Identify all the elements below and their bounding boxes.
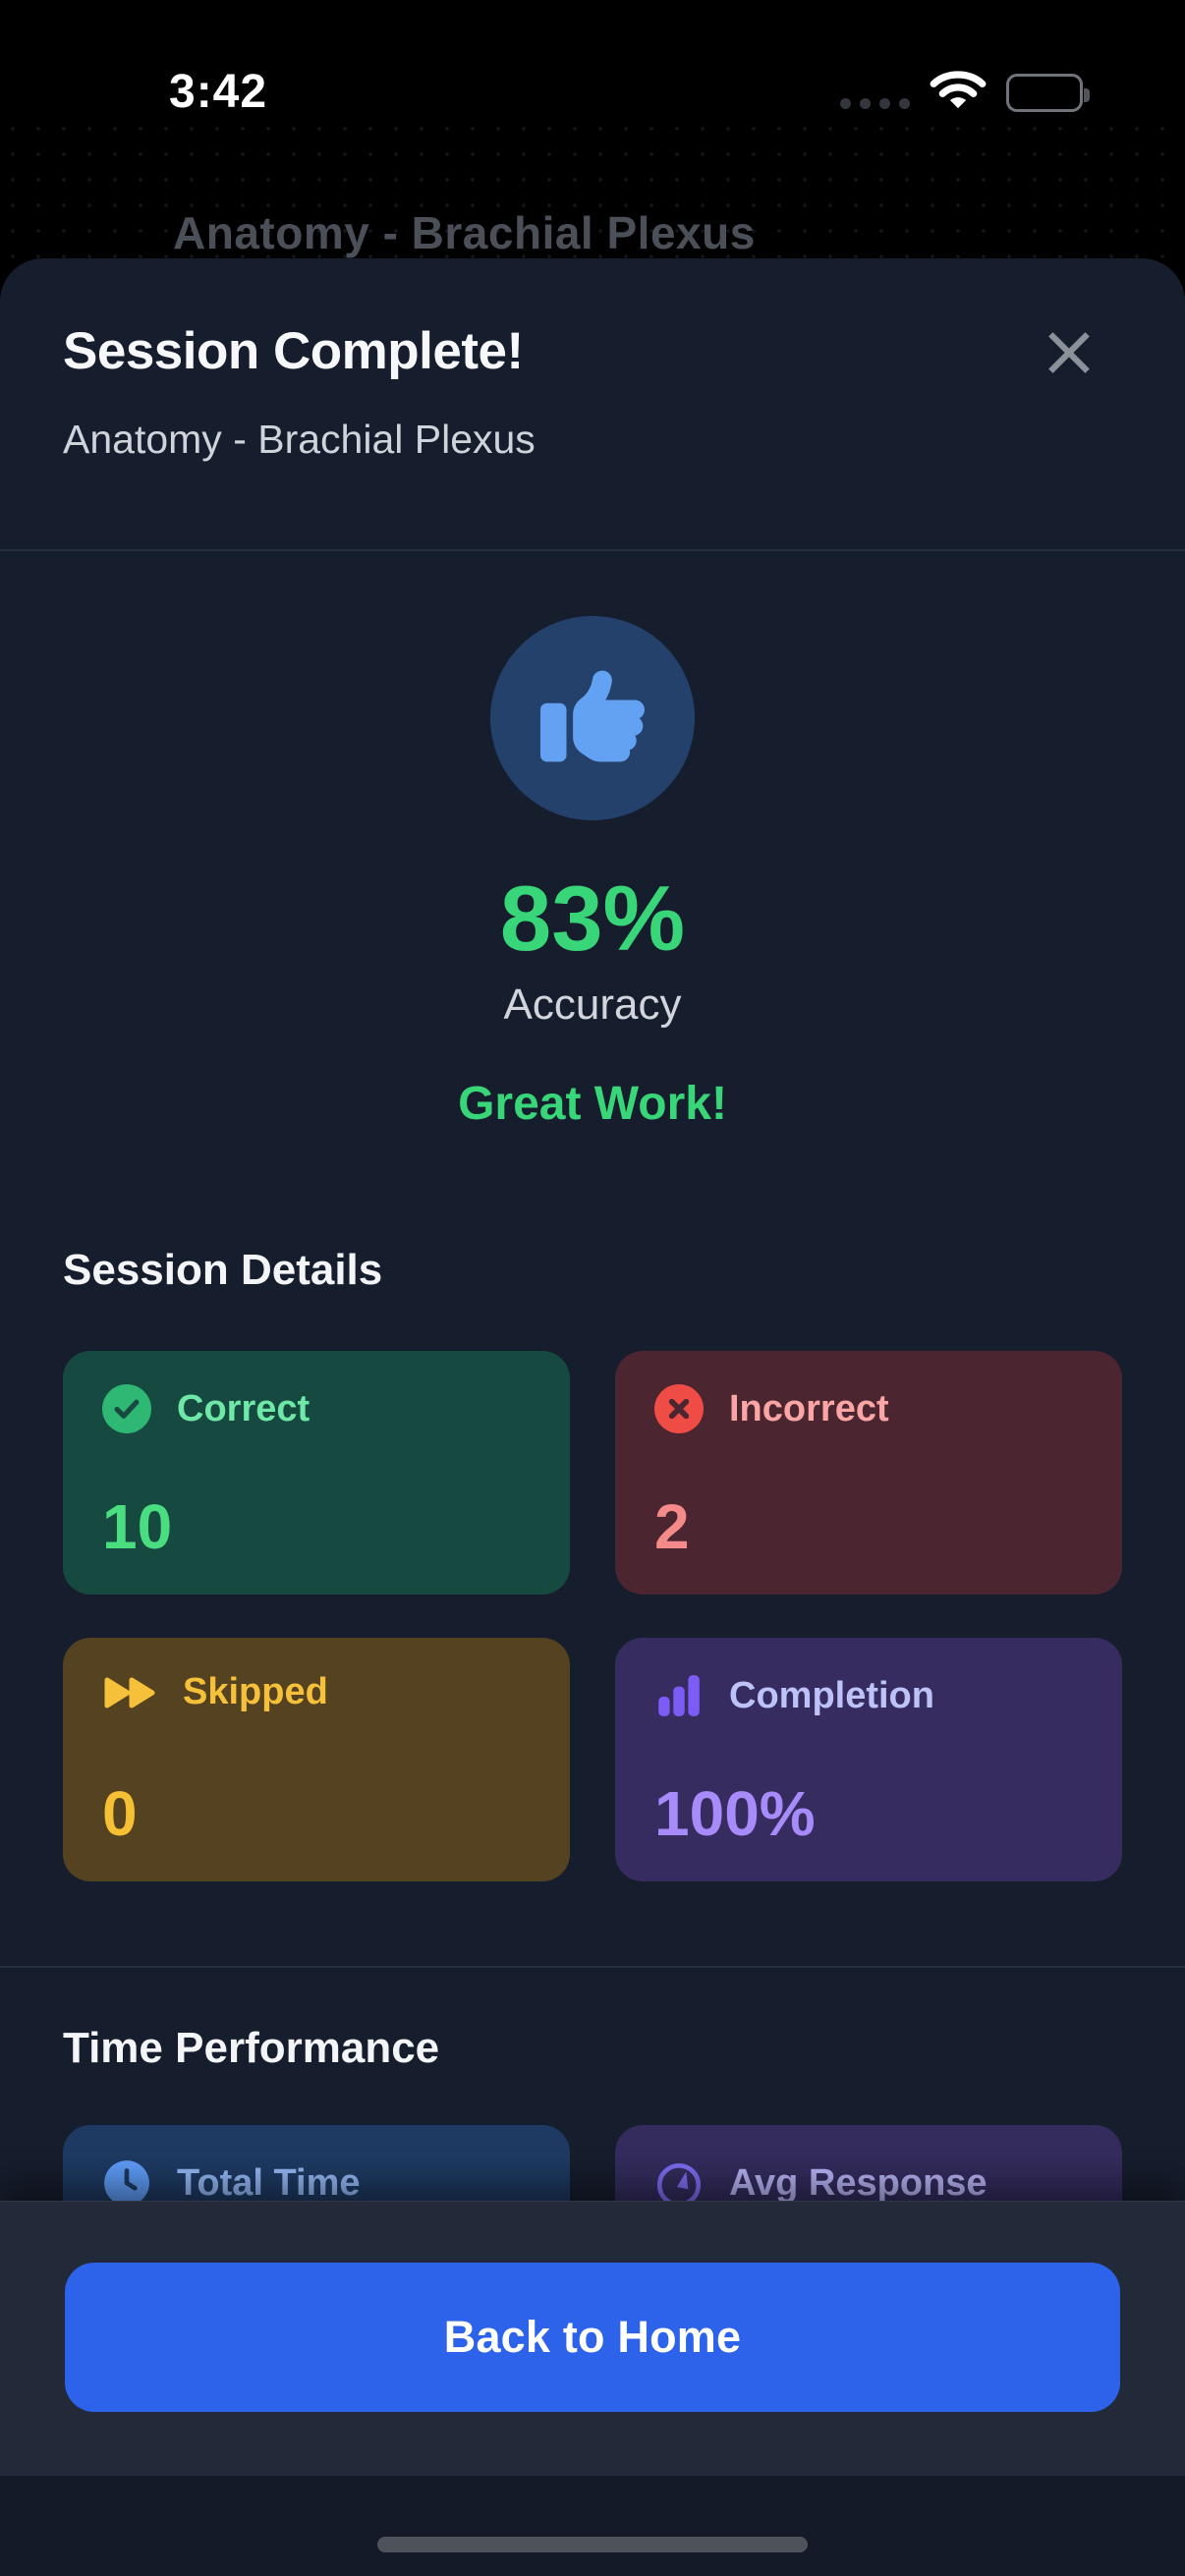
battery-icon xyxy=(1006,73,1090,112)
close-button[interactable] xyxy=(1042,325,1097,380)
home-indicator[interactable] xyxy=(377,2537,808,2552)
fast-forward-icon xyxy=(102,1672,157,1713)
bottom-action-bar: Back to Home xyxy=(0,2201,1185,2476)
stat-card-incorrect: Incorrect 2 xyxy=(615,1351,1122,1595)
session-details-section: Session Details Correct 10 xyxy=(0,1245,1185,1881)
status-bar: 3:42 xyxy=(0,0,1185,128)
stat-card-label: Avg Response xyxy=(729,2161,988,2204)
x-circle-icon xyxy=(654,1384,704,1433)
stat-card-label: Skipped xyxy=(183,1671,328,1712)
sheet-title: Session Complete! xyxy=(63,322,524,380)
stat-card-completion: Completion 100% xyxy=(615,1638,1122,1881)
back-to-home-button[interactable]: Back to Home xyxy=(65,2263,1120,2412)
stat-card-value: 10 xyxy=(102,1491,173,1562)
accuracy-hero: 83% Accuracy Great Work! xyxy=(0,616,1185,1131)
sheet-subtitle: Anatomy - Brachial Plexus xyxy=(63,417,536,462)
stat-card-correct: Correct 10 xyxy=(63,1351,570,1595)
stat-card-label: Total Time xyxy=(177,2161,361,2204)
stat-card-value: 100% xyxy=(654,1778,816,1849)
stat-card-skipped: Skipped 0 xyxy=(63,1638,570,1881)
background-screen-title: Anatomy - Brachial Plexus xyxy=(173,207,756,258)
status-bar-time: 3:42 xyxy=(169,66,268,118)
stat-card-value: 0 xyxy=(102,1778,138,1849)
sheet-header: Session Complete! Anatomy - Brachial Ple… xyxy=(0,258,1185,551)
cellular-signal-dots-icon xyxy=(840,98,910,109)
bar-chart-icon xyxy=(654,1671,704,1720)
check-circle-icon xyxy=(102,1384,151,1433)
status-bar-icons xyxy=(840,70,1090,116)
dimmed-backdrop-pattern xyxy=(0,116,1185,263)
thumbs-up-badge xyxy=(490,616,695,820)
stat-card-label: Correct xyxy=(177,1387,310,1429)
wifi-icon xyxy=(930,70,987,116)
accuracy-value: 83% xyxy=(499,867,686,970)
clock-icon xyxy=(102,2158,151,2208)
section-divider xyxy=(0,1966,1185,1968)
time-performance-heading: Time Performance xyxy=(63,2024,440,2072)
stat-card-label: Incorrect xyxy=(729,1387,889,1429)
battery-cap xyxy=(1084,87,1090,102)
session-details-heading: Session Details xyxy=(63,1246,383,1294)
thumbs-up-icon xyxy=(540,664,645,773)
encouragement-message: Great Work! xyxy=(458,1078,727,1130)
bottom-safe-area xyxy=(0,2476,1185,2576)
stat-card-value: 2 xyxy=(654,1491,690,1562)
session-details-cards: Correct 10 Incorrect 2 xyxy=(63,1351,1122,1881)
session-complete-sheet: Session Complete! Anatomy - Brachial Ple… xyxy=(0,258,1185,2576)
stat-card-label: Completion xyxy=(729,1674,934,1716)
close-icon xyxy=(1042,332,1097,383)
accuracy-label: Accuracy xyxy=(503,980,682,1029)
